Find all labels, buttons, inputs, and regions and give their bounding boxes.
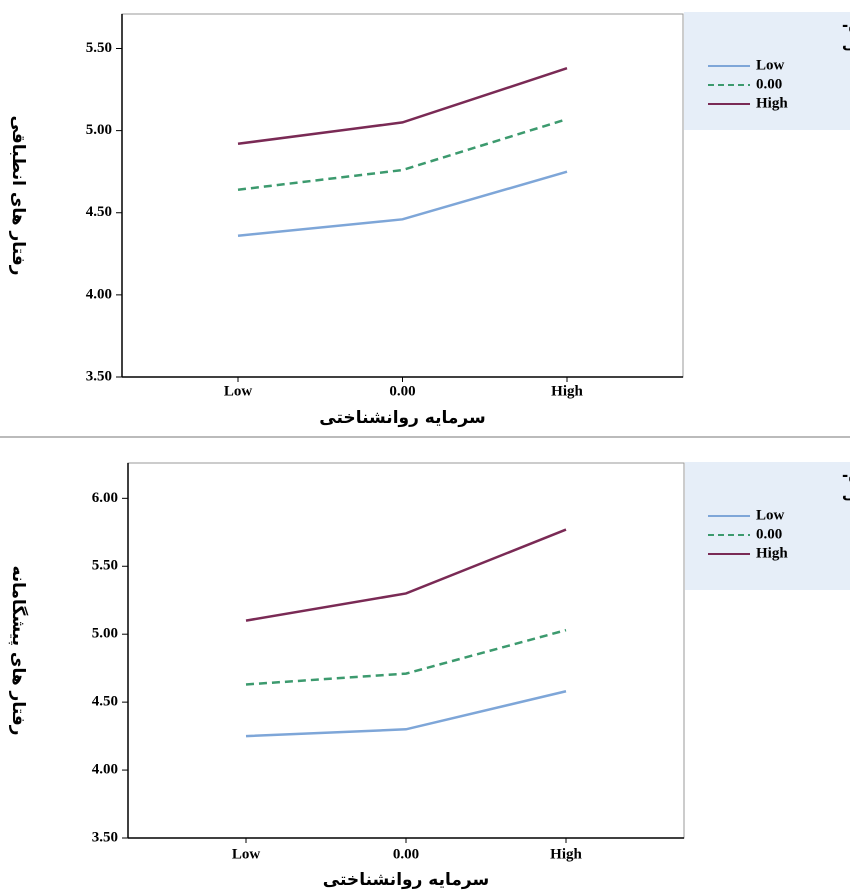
legend-title: اجتماعی bbox=[842, 35, 850, 53]
y-tick-label: 6.00 bbox=[92, 490, 118, 506]
legend-title: جو امن روان- bbox=[842, 17, 850, 35]
legend-title: جو امن روان- bbox=[842, 467, 850, 485]
y-tick-label: 5.50 bbox=[92, 558, 118, 574]
x-tick-label: High bbox=[550, 846, 582, 862]
legend-title: اجتماعی bbox=[842, 485, 850, 503]
legend-label: Low bbox=[756, 507, 785, 523]
legend-box bbox=[684, 12, 850, 130]
x-axis-label: سرمایه روانشناختی bbox=[323, 870, 489, 890]
y-tick-label: 4.00 bbox=[92, 762, 118, 778]
x-axis-label: سرمایه روانشناختی bbox=[319, 408, 485, 428]
series-line bbox=[237, 117, 568, 191]
y-tick-label: 5.00 bbox=[86, 122, 112, 138]
y-axis-label: رفتار های انطباقی bbox=[8, 115, 28, 275]
y-tick-label: 3.50 bbox=[92, 829, 118, 845]
x-tick-label: Low bbox=[224, 383, 253, 399]
y-axis-label: رفتار های پیشگامانه bbox=[8, 565, 29, 735]
legend-label: High bbox=[756, 95, 788, 111]
y-tick-label: 3.50 bbox=[86, 368, 112, 384]
x-tick-label: Low bbox=[232, 846, 261, 862]
series-line bbox=[237, 170, 568, 237]
x-tick-label: 0.00 bbox=[393, 846, 419, 862]
series-line bbox=[237, 67, 568, 145]
y-tick-label: 4.50 bbox=[86, 204, 112, 220]
series-line bbox=[245, 528, 567, 622]
series-line bbox=[245, 690, 567, 738]
x-tick-label: High bbox=[551, 383, 583, 399]
x-tick-label: 0.00 bbox=[389, 383, 415, 399]
legend-label: 0.00 bbox=[756, 526, 782, 542]
legend-label: Low bbox=[756, 57, 785, 73]
plot-area bbox=[127, 462, 685, 839]
legend-label: High bbox=[756, 545, 788, 561]
y-tick-label: 4.00 bbox=[86, 286, 112, 302]
plot-area bbox=[121, 13, 684, 378]
y-tick-label: 5.50 bbox=[86, 40, 112, 56]
series-line bbox=[245, 628, 567, 686]
legend-label: 0.00 bbox=[756, 76, 782, 92]
legend-box bbox=[685, 462, 850, 590]
y-tick-label: 4.50 bbox=[92, 694, 118, 710]
y-tick-label: 5.00 bbox=[92, 626, 118, 642]
